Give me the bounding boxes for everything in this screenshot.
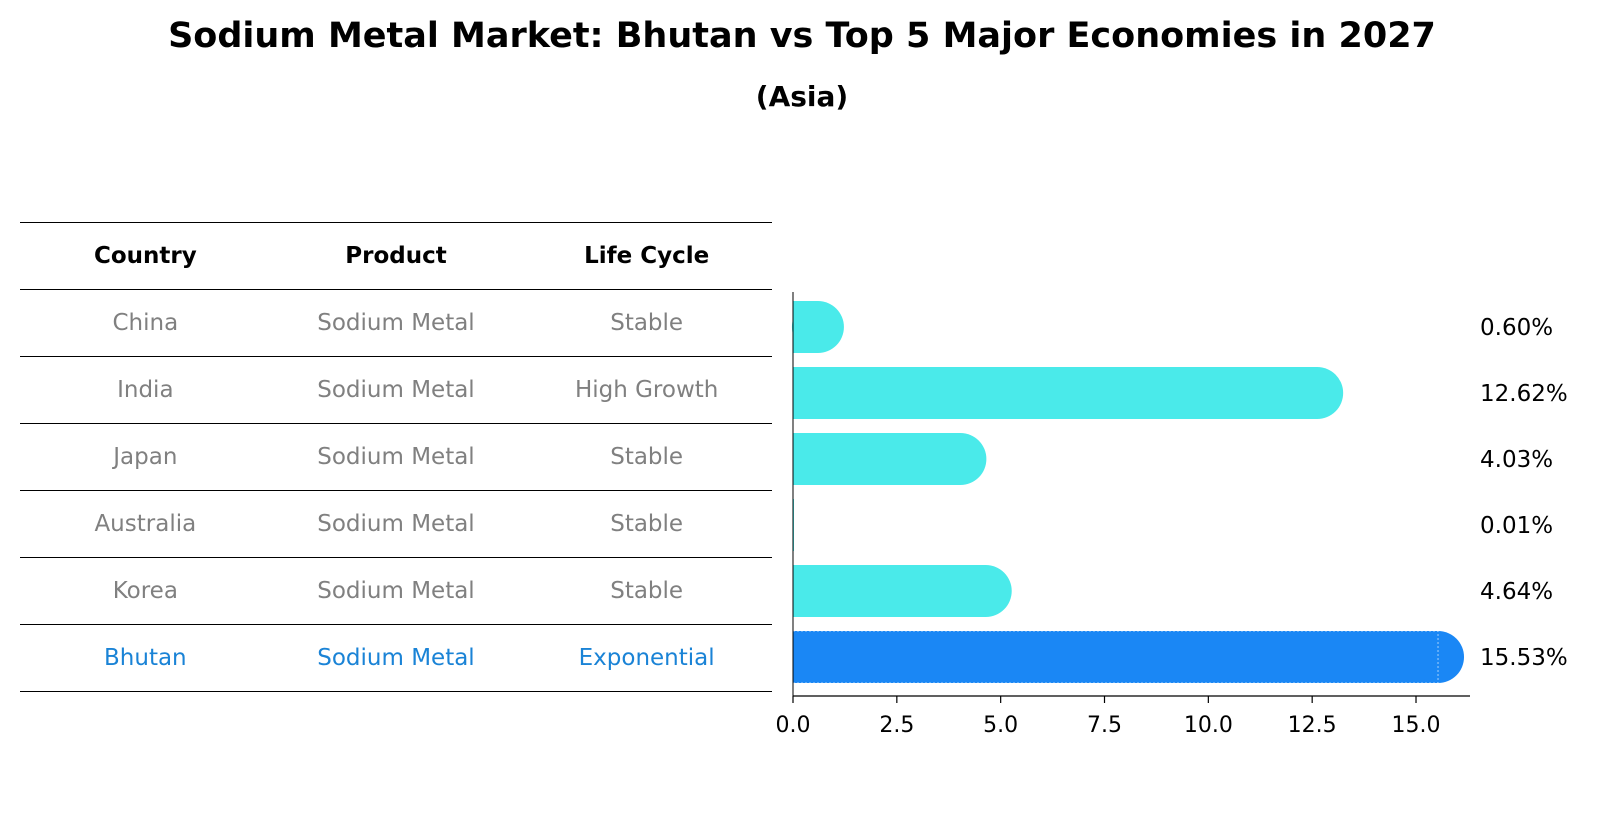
bar-japan xyxy=(793,433,961,485)
cell-country: Australia xyxy=(20,490,271,558)
value-label: 4.03% xyxy=(1480,447,1553,473)
cell-life-cycle: Stable xyxy=(521,289,772,357)
cell-life-cycle: High Growth xyxy=(521,356,772,424)
bar-cap-bhutan xyxy=(1412,631,1465,683)
value-label: 4.64% xyxy=(1480,579,1553,605)
data-table: Country Product Life Cycle China Sodium … xyxy=(20,222,772,692)
x-tick-label: 2.5 xyxy=(879,713,914,738)
cell-product: Sodium Metal xyxy=(270,289,522,357)
table-row: India Sodium Metal High Growth xyxy=(20,356,772,424)
bar-cap-china xyxy=(791,301,844,353)
header-life-cycle: Life Cycle xyxy=(521,222,772,290)
table-row: Korea Sodium Metal Stable xyxy=(20,557,772,625)
bar-bhutan xyxy=(793,631,1439,683)
cell-product: Sodium Metal xyxy=(270,490,522,558)
chart-subtitle: (Asia) xyxy=(755,80,849,113)
value-label: 15.53% xyxy=(1480,645,1568,671)
table-row: Japan Sodium Metal Stable xyxy=(20,423,772,491)
x-tick-label: 7.5 xyxy=(1087,713,1122,738)
table-row-highlight: Bhutan Sodium Metal Exponential xyxy=(20,624,772,692)
x-tick-label: 12.5 xyxy=(1288,713,1337,738)
x-tick-label: 0.0 xyxy=(776,713,811,738)
x-tick-label: 15.0 xyxy=(1392,713,1441,738)
value-label: 12.62% xyxy=(1480,381,1568,407)
cell-country: Japan xyxy=(20,423,271,491)
x-tick-label: 5.0 xyxy=(983,713,1018,738)
cell-product: Sodium Metal xyxy=(270,624,522,692)
header-product: Product xyxy=(270,222,522,290)
chart-title: Sodium Metal Market: Bhutan vs Top 5 Maj… xyxy=(168,16,1436,56)
cell-country: China xyxy=(20,289,271,357)
bar-india xyxy=(793,367,1318,419)
cell-life-cycle: Stable xyxy=(521,557,772,625)
cell-life-cycle: Stable xyxy=(521,423,772,491)
table-row: Australia Sodium Metal Stable xyxy=(20,490,772,558)
bar-cap-india xyxy=(1291,367,1344,419)
cell-product: Sodium Metal xyxy=(270,423,522,491)
bar-korea xyxy=(793,565,986,617)
bar-cap-japan xyxy=(934,433,987,485)
cell-life-cycle: Stable xyxy=(521,490,772,558)
cell-country: India xyxy=(20,356,271,424)
cell-product: Sodium Metal xyxy=(270,356,522,424)
cell-country: Bhutan xyxy=(20,624,271,692)
header-country: Country xyxy=(20,222,271,290)
table-row: China Sodium Metal Stable xyxy=(20,289,772,357)
value-label: 0.60% xyxy=(1480,315,1553,341)
cell-life-cycle: Exponential xyxy=(521,624,772,692)
cell-product: Sodium Metal xyxy=(270,557,522,625)
table-header-row: Country Product Life Cycle xyxy=(20,222,772,290)
value-label: 0.01% xyxy=(1480,513,1553,539)
x-tick-label: 10.0 xyxy=(1184,713,1233,738)
bar-cap-korea xyxy=(959,565,1012,617)
cell-country: Korea xyxy=(20,557,271,625)
